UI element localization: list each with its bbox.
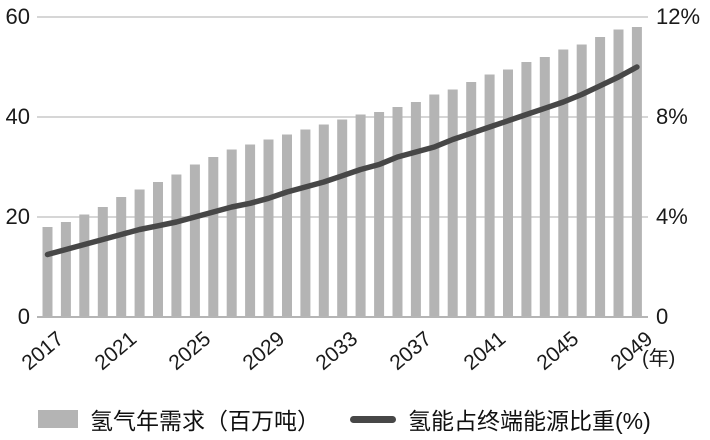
x-axis-tick-label: 2041 <box>459 327 510 375</box>
bar-series-swatch-icon <box>38 410 78 428</box>
bar <box>484 74 495 317</box>
bar <box>503 69 513 317</box>
right-axis-tick-label: 12% <box>656 4 701 29</box>
legend-item-bar-series: 氢气年需求（百万吨） <box>38 402 320 436</box>
line-series-label: 氢能占终端能源比重(%) <box>408 408 651 434</box>
bar <box>374 112 385 317</box>
left-axis-tick-label: 0 <box>17 304 30 329</box>
bar <box>355 114 366 317</box>
bar <box>134 189 145 317</box>
right-axis-tick-label: 8% <box>656 104 688 129</box>
bar <box>558 49 569 317</box>
bar <box>263 139 274 317</box>
right-axis-tick-label: 4% <box>656 204 688 229</box>
legend-item-line-series: 氢能占终端能源比重(%) <box>350 402 651 436</box>
bar <box>42 227 53 317</box>
bar <box>595 37 606 317</box>
legend: 氢气年需求（百万吨） 氢能占终端能源比重(%) <box>38 402 698 436</box>
x-axis-tick-label: 2029 <box>238 327 289 375</box>
x-axis-tick-label: 2037 <box>385 327 437 375</box>
bar <box>576 44 587 317</box>
x-axis-tick-label: 2021 <box>90 327 142 375</box>
bar <box>447 89 458 317</box>
bar <box>410 102 421 317</box>
bar <box>631 27 642 317</box>
bar <box>337 119 348 317</box>
bar-series-label: 氢气年需求（百万吨） <box>90 408 320 434</box>
bar <box>189 164 200 317</box>
bar <box>300 129 311 317</box>
bar <box>226 149 237 317</box>
bar <box>318 124 329 317</box>
left-axis-tick-label: 60 <box>5 4 30 29</box>
left-axis-tick-label: 20 <box>5 204 30 229</box>
bar <box>116 197 127 317</box>
bar <box>466 82 477 317</box>
bar <box>613 29 624 317</box>
bar <box>208 157 219 317</box>
bar <box>392 107 403 317</box>
x-axis-tick-label: 2025 <box>164 327 216 375</box>
bar <box>79 214 90 317</box>
bar <box>60 222 71 317</box>
bar <box>97 207 108 317</box>
trend-line <box>44 64 640 258</box>
bar <box>521 62 532 317</box>
x-axis-tick-label: 2017 <box>17 327 68 375</box>
line-series-swatch-icon <box>350 415 396 423</box>
left-axis-tick-label: 40 <box>5 104 30 129</box>
bar <box>282 134 292 317</box>
bar <box>429 94 440 317</box>
x-axis-tick-label: 2045 <box>532 327 584 375</box>
bar <box>171 174 182 317</box>
bar <box>245 144 256 317</box>
bar <box>153 182 163 317</box>
right-axis-tick-label: 0 <box>656 304 669 329</box>
bar <box>539 57 550 317</box>
x-axis-tick-label: 2033 <box>311 327 363 375</box>
x-axis-unit-label: (年) <box>642 348 676 370</box>
plot-area <box>37 16 648 318</box>
